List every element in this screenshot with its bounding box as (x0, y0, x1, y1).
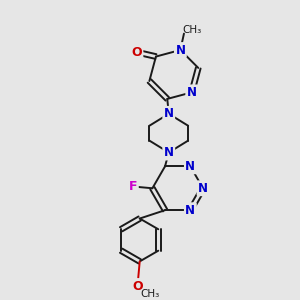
Text: O: O (131, 46, 142, 59)
Text: N: N (185, 204, 195, 217)
Text: N: N (176, 44, 185, 56)
Text: N: N (187, 86, 197, 99)
Text: N: N (198, 182, 208, 195)
Text: CH₃: CH₃ (140, 289, 159, 299)
Text: CH₃: CH₃ (183, 25, 202, 35)
Text: O: O (132, 280, 143, 292)
Text: N: N (185, 160, 195, 173)
Text: F: F (129, 180, 137, 193)
Text: N: N (164, 146, 174, 159)
Text: N: N (164, 107, 174, 120)
